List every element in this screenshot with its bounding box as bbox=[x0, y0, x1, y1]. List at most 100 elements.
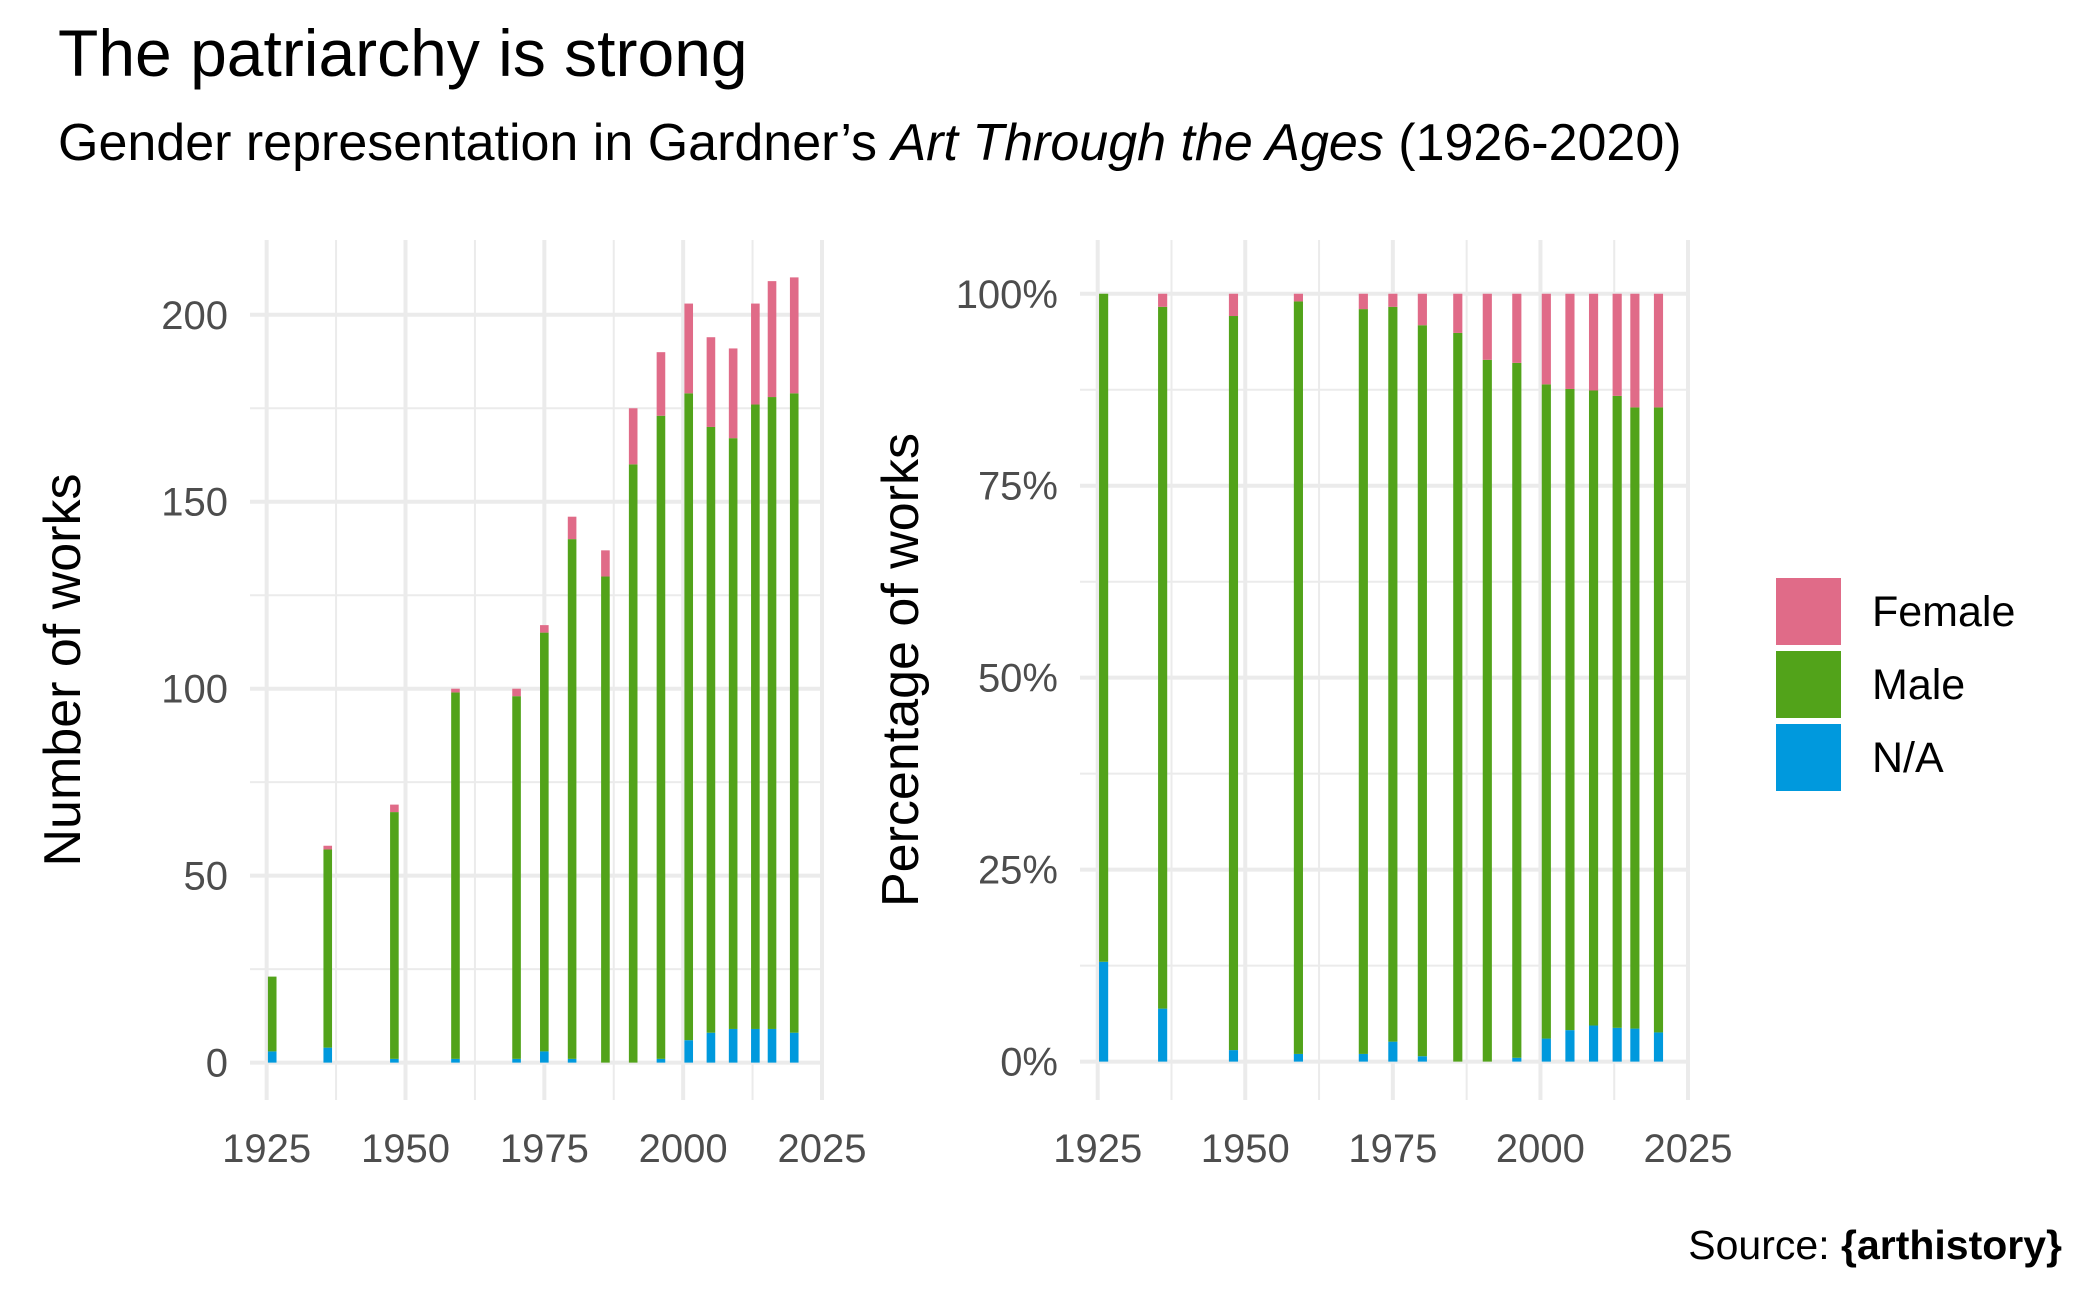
x-tick-label: 2000 bbox=[1496, 1127, 1585, 1171]
bar-male-1959 bbox=[451, 692, 460, 1059]
bar-female-2009 bbox=[1588, 293, 1599, 391]
bar-na-2016 bbox=[767, 1028, 777, 1063]
bar-na-1980 bbox=[1417, 1056, 1427, 1062]
bar-male-2001 bbox=[684, 393, 694, 1041]
bar-male-1936 bbox=[323, 849, 333, 1048]
y-tick-label: 50% bbox=[978, 657, 1058, 701]
bar-male-1936 bbox=[1158, 306, 1168, 1009]
y-axis-title: Number of works bbox=[34, 474, 92, 867]
bar-na-2013 bbox=[1612, 1027, 1622, 1062]
bar-female-2016 bbox=[767, 281, 777, 398]
bar-male-1948 bbox=[390, 812, 399, 1059]
subtitle-start: Gender representation in Gardner’s bbox=[58, 114, 892, 172]
bar-male-2020 bbox=[789, 393, 799, 1033]
caption-prefix: Source: bbox=[1688, 1222, 1841, 1268]
bar-female-2013 bbox=[1612, 293, 1622, 396]
bar-male-2013 bbox=[751, 404, 760, 1029]
bar-male-2016 bbox=[767, 397, 777, 1029]
bar-male-1996 bbox=[1512, 362, 1522, 1058]
bar-male-1948 bbox=[1228, 316, 1239, 1051]
legend-label-na: N/A bbox=[1872, 734, 1944, 782]
legend-label-female: Female bbox=[1872, 588, 2015, 636]
bar-na-1948 bbox=[1228, 1050, 1239, 1062]
x-tick-label: 1925 bbox=[222, 1127, 311, 1171]
bar-na-2020 bbox=[789, 1032, 799, 1063]
x-tick-label: 1950 bbox=[361, 1127, 450, 1171]
x-tick-label: 2025 bbox=[778, 1127, 867, 1171]
bar-female-2005 bbox=[1565, 293, 1575, 389]
bar-female-2005 bbox=[706, 337, 716, 427]
bar-female-1980 bbox=[567, 516, 577, 540]
bar-female-2013 bbox=[751, 303, 760, 405]
chart-subtitle: Gender representation in Gardner’s Art T… bbox=[58, 112, 1682, 174]
bar-na-2001 bbox=[684, 1040, 694, 1063]
legend: Female Male N/A bbox=[1776, 578, 2015, 791]
bar-female-1975 bbox=[540, 625, 549, 633]
x-tick-label: 1975 bbox=[1348, 1127, 1437, 1171]
bar-na-1996 bbox=[656, 1058, 666, 1063]
panel-count: 1925 1950 1975 2000 2025 0 50 100 150 200 Number o… bbox=[34, 240, 866, 1171]
bar-male-2013 bbox=[1612, 395, 1622, 1028]
bar-female-2020 bbox=[789, 277, 799, 394]
subtitle-end: (1926-2020) bbox=[1383, 114, 1682, 172]
y-tick-label: 0 bbox=[206, 1042, 228, 1086]
bar-male-1959 bbox=[1293, 301, 1303, 1054]
y-tick-label: 150 bbox=[161, 481, 228, 525]
y-tick-label: 100 bbox=[161, 668, 228, 712]
bar-na-1970 bbox=[512, 1058, 521, 1063]
bar-female-1996 bbox=[1512, 293, 1522, 363]
bar-female-1986 bbox=[601, 550, 610, 577]
y-tick-label: 50 bbox=[184, 855, 229, 899]
legend-key-female bbox=[1776, 578, 1841, 645]
bar-na-1959 bbox=[1293, 1053, 1303, 1062]
bar-na-1975 bbox=[540, 1051, 549, 1063]
y-tick-label: 75% bbox=[978, 465, 1058, 509]
bar-na-2009 bbox=[1588, 1025, 1599, 1062]
bar-male-1986 bbox=[601, 576, 610, 1063]
bar-female-1980 bbox=[1417, 293, 1427, 326]
bar-male-1975 bbox=[1388, 306, 1398, 1042]
bar-female-1936 bbox=[323, 845, 333, 850]
x-tick-label: 1975 bbox=[500, 1127, 589, 1171]
y-tick-label: 25% bbox=[978, 849, 1058, 893]
x-tick-label: 2000 bbox=[639, 1127, 728, 1171]
bar-female-1959 bbox=[451, 688, 460, 693]
bar-na-1970 bbox=[1358, 1053, 1368, 1062]
bar-female-1959 bbox=[1293, 293, 1303, 302]
bar-male-1980 bbox=[567, 539, 577, 1059]
legend-key-na bbox=[1776, 724, 1841, 791]
caption-source: {arthistory} bbox=[1840, 1222, 2062, 1268]
bar-na-2001 bbox=[1541, 1038, 1551, 1062]
bar-male-2009 bbox=[1588, 390, 1599, 1026]
bar-female-2016 bbox=[1630, 293, 1640, 408]
bar-na-2013 bbox=[751, 1028, 760, 1063]
bar-female-2001 bbox=[1541, 293, 1551, 385]
bar-male-1970 bbox=[1358, 309, 1368, 1054]
bar-male-1996 bbox=[656, 415, 666, 1059]
bar-female-1970 bbox=[1358, 293, 1368, 310]
bar-male-1991 bbox=[628, 464, 638, 1063]
bar-na-1975 bbox=[1388, 1041, 1398, 1062]
x-tick-label: 1925 bbox=[1053, 1127, 1142, 1171]
bar-female-2009 bbox=[728, 348, 738, 439]
bar-na-1996 bbox=[1512, 1057, 1522, 1062]
bars bbox=[267, 277, 799, 1063]
bar-male-1975 bbox=[540, 632, 549, 1052]
chart-title: The patriarchy is strong bbox=[58, 16, 748, 90]
bar-male-2009 bbox=[728, 438, 738, 1029]
bar-male-2005 bbox=[706, 426, 716, 1033]
bar-na-1948 bbox=[390, 1058, 399, 1063]
bar-male-2016 bbox=[1630, 407, 1640, 1029]
y-tick-label: 200 bbox=[161, 294, 228, 338]
bar-female-1948 bbox=[1228, 293, 1239, 317]
bar-female-1996 bbox=[656, 352, 666, 416]
bar-male-1926 bbox=[267, 976, 277, 1052]
x-tick-label: 1950 bbox=[1201, 1127, 1290, 1171]
y-tick-label: 100% bbox=[956, 273, 1058, 317]
bar-female-1975 bbox=[1388, 293, 1398, 307]
bar-female-1986 bbox=[1453, 293, 1463, 333]
bar-female-1970 bbox=[512, 688, 521, 697]
bar-male-2005 bbox=[1565, 388, 1575, 1031]
legend-key-male bbox=[1776, 651, 1841, 718]
bar-male-1970 bbox=[512, 696, 521, 1059]
